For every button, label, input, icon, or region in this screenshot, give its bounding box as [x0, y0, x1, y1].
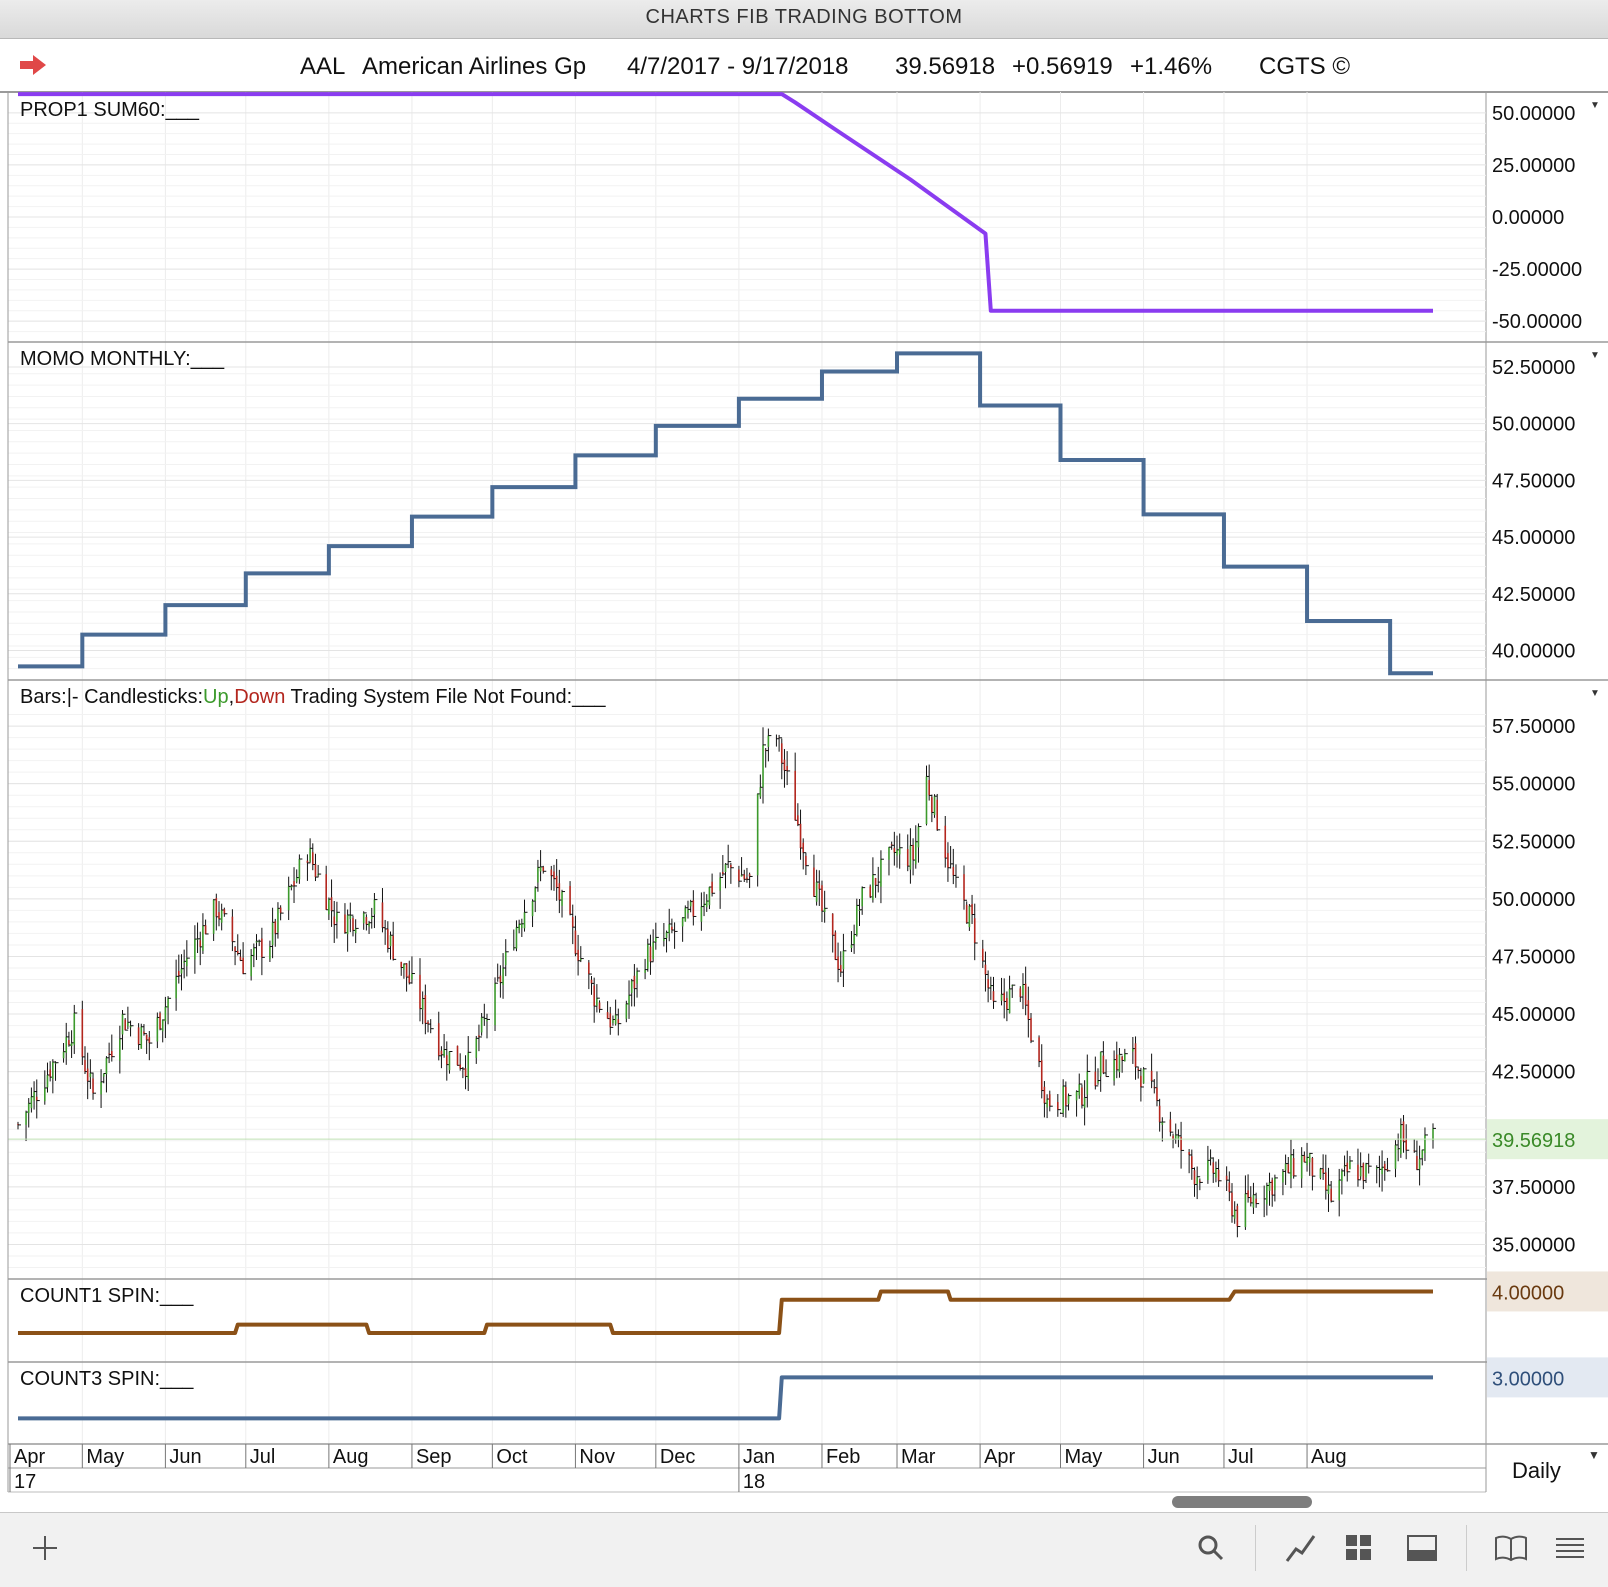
bottom-toolbar	[0, 1512, 1608, 1587]
panel-menu-icon[interactable]: ▼	[1590, 350, 1600, 361]
panel-title-count3: COUNT3 SPIN:___	[20, 1368, 194, 1390]
panel-title-momo: MOMO MONTHLY:___	[20, 348, 225, 370]
x-month-label: Dec	[660, 1446, 696, 1468]
chart-canvas[interactable]: 50.00000 25.00000 0.00000 -25.00000 -50.0000…	[0, 0, 1608, 1512]
y-tick-label: -50.00000	[1492, 311, 1582, 333]
x-month-label: Mar	[901, 1446, 936, 1468]
x-month-label: Jun	[169, 1446, 201, 1468]
count3-value-badge-label: 3.00000	[1492, 1368, 1564, 1390]
y-tick-label: 50.00000	[1492, 889, 1575, 911]
x-month-label: Aug	[1311, 1446, 1347, 1468]
x-year-label: 17	[14, 1471, 36, 1493]
last-price: 39.56918	[895, 53, 996, 80]
menu-icon[interactable]	[1554, 1535, 1586, 1561]
grid-icon[interactable]	[1344, 1533, 1374, 1563]
count3-value-badge	[1487, 1357, 1608, 1398]
symbol-ticker: AAL	[300, 53, 346, 80]
y-tick-label: 25.00000	[1492, 155, 1575, 177]
book-icon[interactable]	[1494, 1533, 1528, 1563]
panel-title-prop1: PROP1 SUM60:___	[20, 99, 200, 121]
y-tick-label: 57.50000	[1492, 716, 1575, 738]
panel-menu-icon[interactable]: ▼	[1590, 688, 1600, 699]
y-tick-label: 47.50000	[1492, 946, 1575, 968]
y-tick-label: 50.00000	[1492, 414, 1575, 436]
x-month-label: May	[86, 1446, 124, 1468]
y-tick-label: 45.00000	[1492, 527, 1575, 549]
period-selector[interactable]: Daily	[1512, 1458, 1561, 1483]
y-tick-label: 52.50000	[1492, 357, 1575, 379]
panel-menu-icon[interactable]: ▼	[1590, 100, 1600, 111]
x-month-label: Jan	[743, 1446, 775, 1468]
y-tick-label: 35.00000	[1492, 1234, 1575, 1256]
y-tick-label: 0.00000	[1492, 207, 1564, 229]
momo-series-line	[18, 351, 1433, 676]
window-title: CHARTS FIB TRADING BOTTOM	[645, 6, 963, 28]
x-month-label: Apr	[984, 1446, 1015, 1468]
y-tick-label: 52.50000	[1492, 831, 1575, 853]
y-tick-label: -25.00000	[1492, 259, 1582, 281]
x-month-label: Jul	[250, 1446, 276, 1468]
panel-title-count1: COUNT1 SPIN:___	[20, 1285, 194, 1307]
red-arrow-icon[interactable]	[18, 54, 48, 76]
y-tick-label: 50.00000	[1492, 103, 1575, 125]
company-name: American Airlines Gp	[362, 53, 587, 80]
panel-icon[interactable]	[1406, 1533, 1438, 1563]
y-tick-label: 47.50000	[1492, 470, 1575, 492]
y-tick-label: 37.50000	[1492, 1177, 1575, 1199]
last-price-badge	[1487, 1119, 1608, 1160]
symbol-header: AAL American Airlines Gp 4/7/2017 - 9/17…	[0, 39, 1608, 93]
y-tick-label: 42.50000	[1492, 1062, 1575, 1084]
period-dropdown-icon[interactable]: ▼	[1588, 1448, 1600, 1462]
y-tick-label: 40.00000	[1492, 641, 1575, 663]
y-tick-label: 45.00000	[1492, 1004, 1575, 1026]
x-month-label: Jul	[1228, 1446, 1254, 1468]
count3-series-line	[18, 1375, 1433, 1421]
chart-line-icon[interactable]	[1284, 1531, 1318, 1565]
x-month-label: Apr	[14, 1446, 45, 1468]
count1-value-badge-label: 4.00000	[1492, 1282, 1564, 1304]
price-change: +0.56919	[1012, 53, 1113, 80]
plus-icon[interactable]	[30, 1533, 60, 1563]
x-year-label: 18	[743, 1471, 765, 1493]
x-month-label: May	[1064, 1446, 1102, 1468]
window-titlebar: CHARTS FIB TRADING BOTTOM	[0, 0, 1608, 39]
price-change-pct: +1.46%	[1130, 53, 1213, 80]
horizontal-scrollbar[interactable]	[1172, 1496, 1312, 1508]
brand-label: CGTS ©	[1259, 53, 1351, 80]
y-tick-label: 42.50000	[1492, 584, 1575, 606]
prop1-series-line	[18, 92, 1433, 313]
y-tick-label: 55.00000	[1492, 774, 1575, 796]
date-range: 4/7/2017 - 9/17/2018	[627, 53, 849, 80]
x-month-label: Feb	[826, 1446, 860, 1468]
search-icon[interactable]	[1196, 1533, 1226, 1563]
x-month-label: Aug	[333, 1446, 369, 1468]
x-month-label: Jun	[1148, 1446, 1180, 1468]
last-price-label: 39.56918	[1492, 1130, 1575, 1152]
x-month-label: Oct	[496, 1446, 528, 1468]
count1-value-badge	[1487, 1271, 1608, 1312]
count1-series-line	[18, 1289, 1433, 1335]
price-panel-legend: Bars:|- Candlesticks:Up,Down Trading Sys…	[20, 686, 606, 708]
x-month-label: Sep	[416, 1446, 452, 1468]
x-month-label: Nov	[579, 1446, 615, 1468]
